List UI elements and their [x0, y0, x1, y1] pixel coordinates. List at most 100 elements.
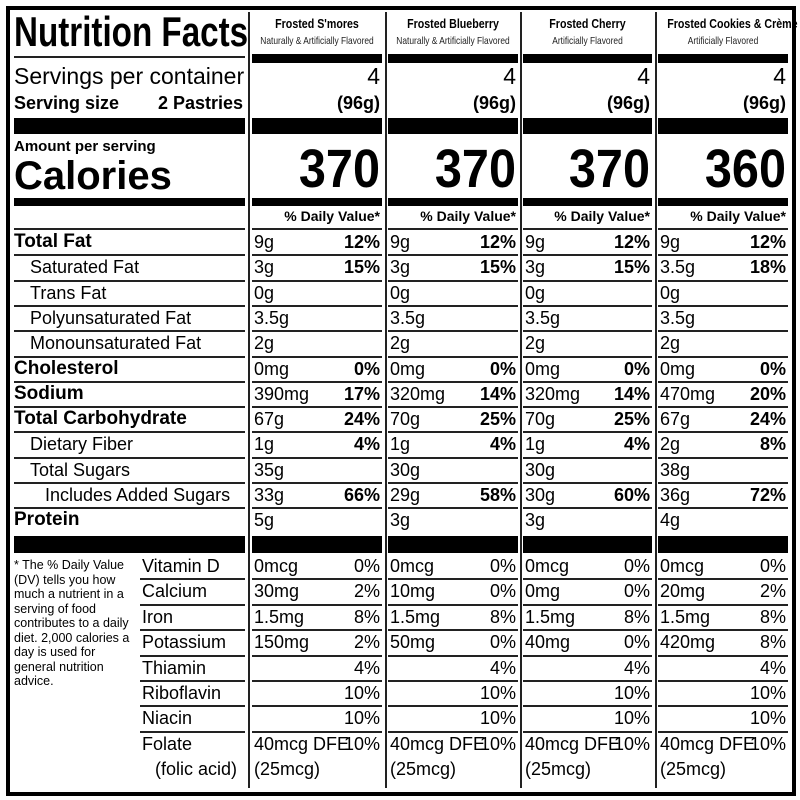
row-divider: [388, 406, 518, 409]
vitamin-dv: 8%: [353, 606, 380, 627]
row-divider: [252, 380, 382, 383]
nutrient-amount: 1g: [525, 434, 546, 455]
row-divider: [388, 654, 518, 657]
row-divider: [252, 507, 382, 510]
nutrient-label: Total Carbohydrate: [14, 408, 187, 430]
vitamin-dv: 8%: [759, 632, 786, 653]
nutrient-amount: 3g: [390, 257, 411, 278]
vitamin-dv: 8%: [759, 606, 786, 627]
serving-size-label: Serving size: [14, 93, 120, 113]
divider: [388, 228, 518, 230]
nutrient-amount: 3.5g: [660, 257, 696, 278]
nutrient-amount: 2g: [525, 333, 546, 354]
medium-divider: [14, 198, 245, 206]
nutrient-amount: 1g: [390, 434, 411, 455]
vitamin-dv: 10%: [749, 733, 786, 754]
vitamin-amount: 0mcg: [660, 556, 705, 576]
nutrient-amount: 70g: [390, 409, 421, 430]
row-divider: [140, 654, 245, 657]
nutrient-label: Trans Fat: [30, 282, 107, 303]
vitamin-dv: 0%: [489, 632, 516, 653]
row-divider: [252, 603, 382, 606]
vitamin-amount: 1.5mg: [390, 606, 441, 627]
product-name: Frosted Blueberry: [407, 16, 499, 31]
nutrient-dv: 0%: [353, 358, 380, 379]
dv-header: % Daily Value*: [420, 208, 516, 224]
row-divider: [252, 304, 382, 307]
row-divider: [523, 629, 652, 632]
divider: [14, 56, 245, 58]
product-name: Frosted Cookies & Crème: [667, 16, 798, 31]
product-flavor: Artificially Flavored: [687, 35, 759, 47]
calories-value: 370: [434, 139, 516, 199]
row-divider: [140, 603, 245, 606]
serving-size-value: 2 Pastries: [157, 93, 243, 113]
nutrient-dv: 25%: [479, 409, 516, 430]
row-divider: [523, 279, 652, 282]
vitamin-dv: 0%: [623, 632, 650, 653]
nutrient-dv: 24%: [749, 409, 786, 430]
nutrient-amount: 3.5g: [525, 307, 561, 328]
vitamin-dv: 8%: [623, 606, 650, 627]
vitamin-amount: 40mcg DFE: [525, 733, 621, 754]
vitamin-sub-amount: (25mcg): [390, 759, 457, 780]
servings-value: 4: [367, 63, 380, 89]
serving-size-grams: (96g): [742, 93, 786, 113]
vitamin-dv: 2%: [759, 581, 786, 602]
row-divider: [658, 578, 788, 581]
row-divider: [14, 431, 245, 434]
vitamin-label: Potassium: [142, 632, 227, 653]
nutrient-amount: 29g: [390, 485, 421, 505]
thick-divider: [523, 536, 652, 553]
column-divider: [523, 54, 652, 63]
servings-value: 4: [503, 63, 516, 89]
nutrient-amount: 320mg: [390, 383, 446, 404]
row-divider: [523, 603, 652, 606]
nutrient-amount: 0mg: [390, 358, 426, 379]
nutrient-dv: 0%: [623, 358, 650, 379]
row-divider: [140, 730, 245, 733]
vitamin-dv: 2%: [353, 581, 380, 602]
row-divider: [388, 304, 518, 307]
thick-divider: [14, 536, 245, 553]
vitamin-amount: 1.5mg: [660, 606, 711, 627]
row-divider: [388, 603, 518, 606]
nutrient-amount: 2g: [660, 434, 681, 455]
thick-divider: [252, 536, 382, 553]
row-divider: [252, 254, 382, 257]
nutrient-amount: 0g: [254, 282, 275, 303]
divider: [658, 228, 788, 230]
row-divider: [523, 730, 652, 733]
row-divider: [140, 705, 245, 708]
medium-divider: [252, 198, 382, 206]
serving-size-grams: (96g): [472, 93, 516, 113]
row-divider: [14, 330, 245, 333]
nutrient-label: Total Fat: [14, 231, 92, 252]
thick-divider: [14, 118, 245, 134]
label-title-wrap: Nutrition Facts: [14, 10, 310, 54]
row-divider: [252, 578, 382, 581]
vitamin-sub-amount: (25mcg): [660, 759, 727, 780]
product-name: Frosted Cherry: [549, 16, 626, 31]
vitamin-amount: 1.5mg: [254, 606, 305, 627]
row-divider: [14, 380, 245, 383]
nutrient-dv: 24%: [343, 409, 380, 430]
divider: [523, 228, 652, 230]
divider: [252, 228, 382, 230]
row-divider: [658, 654, 788, 657]
row-divider: [14, 279, 245, 282]
nutrient-amount: 2g: [660, 333, 681, 354]
row-divider: [388, 330, 518, 333]
nutrient-amount: 3g: [390, 510, 411, 531]
servings-label: Servings per container: [14, 63, 245, 89]
nutrient-amount: 2g: [390, 333, 411, 354]
row-divider: [388, 680, 518, 682]
nutrient-dv: 0%: [759, 358, 786, 379]
nutrient-dv: 15%: [613, 257, 650, 278]
vitamin-dv: 10%: [343, 683, 380, 703]
nutrient-amount: 36g: [660, 485, 691, 505]
row-divider: [252, 431, 382, 434]
nutrient-amount: 0g: [660, 282, 681, 303]
nutrient-amount: 38g: [660, 459, 691, 480]
row-divider: [14, 254, 245, 257]
